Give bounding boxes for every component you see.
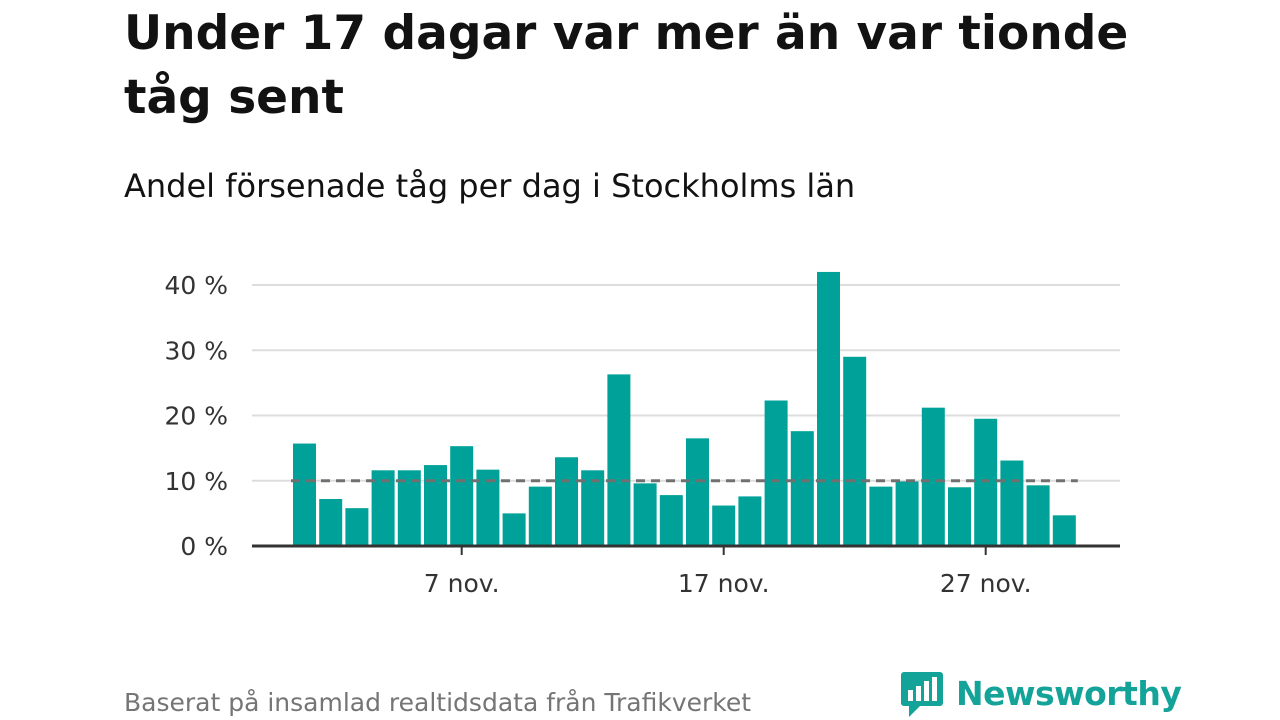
bar xyxy=(528,486,552,546)
bar xyxy=(1026,485,1050,546)
brand-name: Newsworthy xyxy=(956,674,1182,713)
bar xyxy=(686,438,709,546)
brand-logo: Newsworthy xyxy=(900,668,1182,720)
source-note: Baserat på insamlad realtidsdata från Tr… xyxy=(124,688,752,717)
bar xyxy=(921,407,945,546)
bar xyxy=(502,513,526,546)
bar xyxy=(948,487,971,546)
bar xyxy=(712,505,736,546)
bar xyxy=(293,443,316,546)
x-tick-label: 17 nov. xyxy=(678,569,770,598)
bar xyxy=(659,495,683,546)
bar xyxy=(319,499,343,546)
y-tick-label: 30 % xyxy=(164,336,228,365)
bar xyxy=(974,418,998,546)
bar xyxy=(345,508,369,546)
bar xyxy=(843,356,867,546)
bar xyxy=(633,483,657,546)
bar xyxy=(790,431,814,546)
bar xyxy=(555,457,578,546)
bar-chart-speech-bubble-icon xyxy=(901,672,943,717)
y-tick-label: 20 % xyxy=(164,402,228,431)
bar xyxy=(397,470,421,546)
x-tick-label: 7 nov. xyxy=(424,569,500,598)
bar xyxy=(424,465,447,546)
y-tick-label: 40 % xyxy=(164,271,228,300)
chart-subtitle: Andel försenade tåg per dag i Stockholms… xyxy=(124,167,856,205)
bar xyxy=(817,271,840,546)
y-tick-label: 0 % xyxy=(180,532,228,561)
bar xyxy=(476,469,500,546)
bar xyxy=(1052,515,1076,546)
bar xyxy=(607,374,631,546)
bar xyxy=(738,496,762,546)
bar xyxy=(371,470,395,546)
bar xyxy=(895,481,919,546)
bar xyxy=(764,400,788,546)
bar xyxy=(869,486,893,546)
bar xyxy=(581,470,605,546)
y-tick-label: 10 % xyxy=(164,467,228,496)
x-tick-label: 27 nov. xyxy=(940,569,1032,598)
chart-title: Under 17 dagar var mer än var tionde tåg… xyxy=(124,6,1129,125)
bar xyxy=(1000,460,1024,546)
bar xyxy=(450,446,474,546)
